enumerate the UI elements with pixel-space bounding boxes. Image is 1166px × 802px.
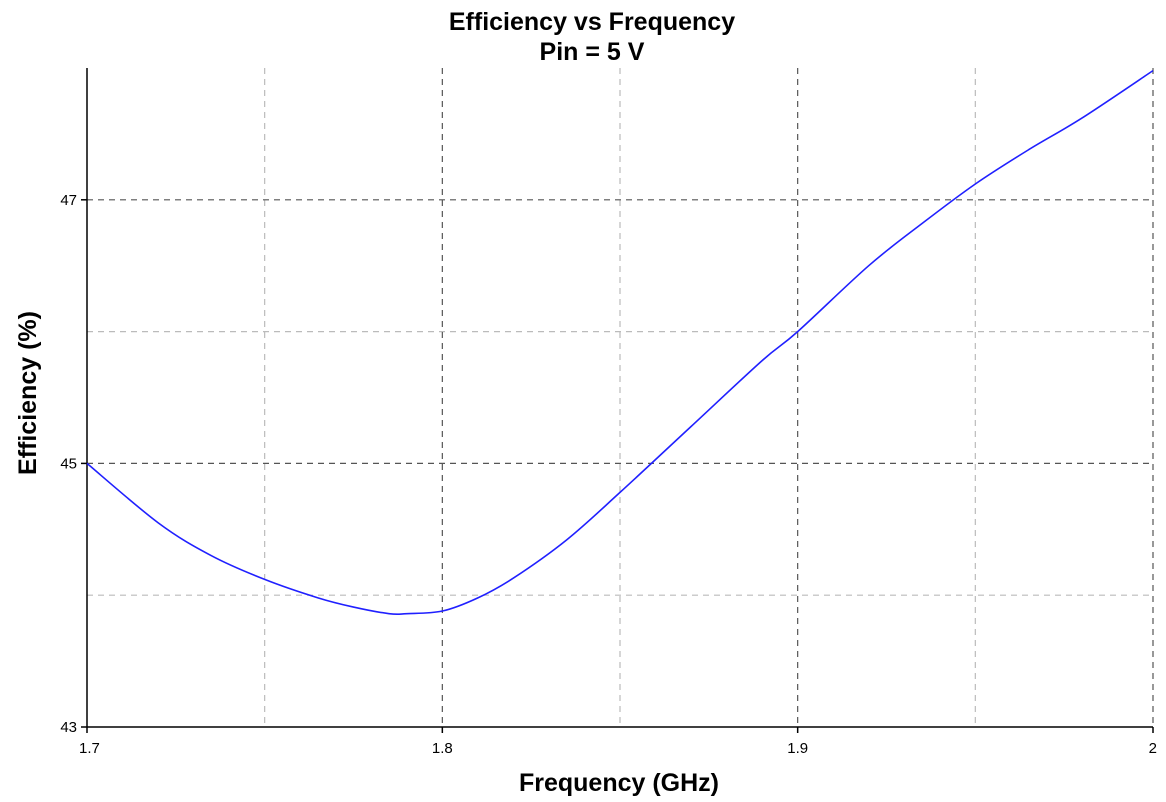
x-tick-label-1: 1.8 [432,740,453,757]
y-tick-label-1: 45 [60,455,77,472]
chart-title: Efficiency vs Frequency [449,8,735,36]
grid [87,68,1154,727]
y-tick-label-2: 47 [60,192,77,209]
tick-labels: 1.7 1.8 1.9 2 43 45 47 [60,192,1157,757]
y-tick-label-0: 43 [60,719,77,736]
x-tick-label-2: 1.9 [787,740,808,757]
efficiency-series-line-0 [86,69,1154,616]
series [86,69,1154,616]
x-tick-label-0: 1.7 [79,740,100,757]
x-tick-label-3: 2 [1149,740,1157,757]
y-axis-label: Efficiency (%) [14,311,42,475]
x-axis-label: Frequency (GHz) [519,769,719,797]
chart-subtitle: Pin = 5 V [540,38,645,66]
axes [86,68,1153,728]
